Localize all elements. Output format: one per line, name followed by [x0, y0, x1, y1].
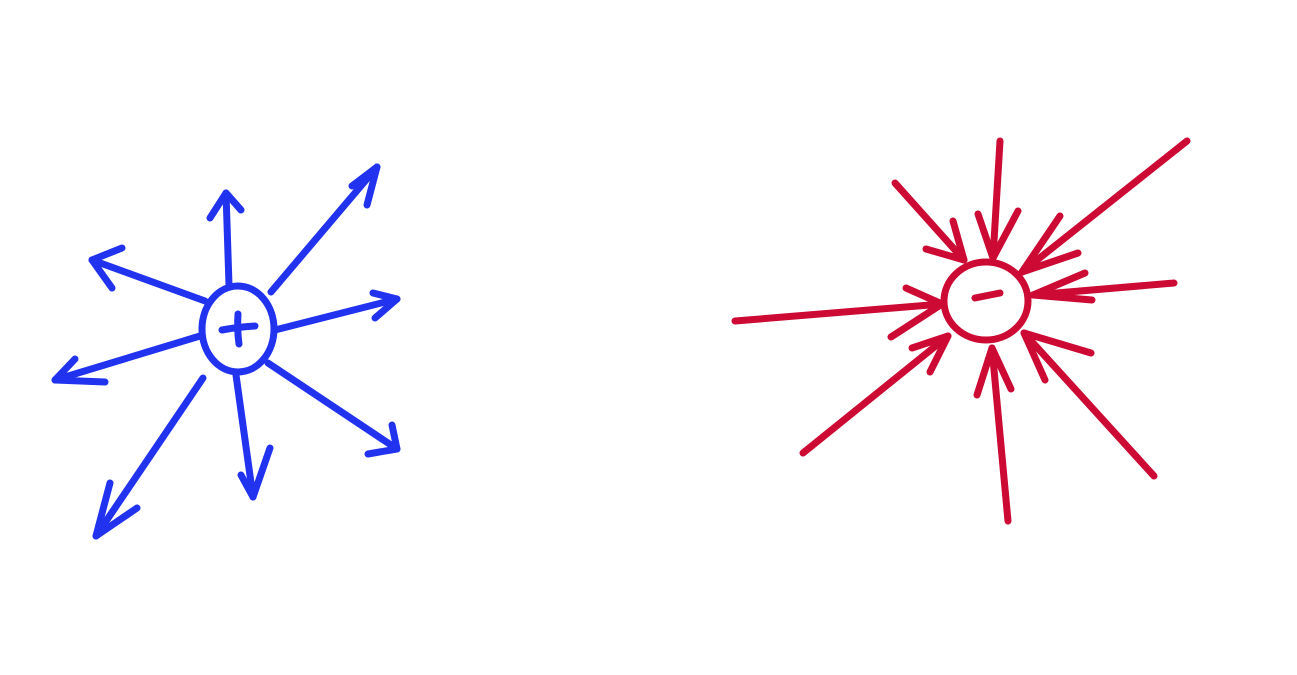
positive-charge-group [51, 163, 401, 540]
negative-charge-circle [940, 258, 1032, 344]
field-line-out-upper-right [267, 163, 381, 296]
field-line-in-down [973, 344, 1015, 525]
field-line-in-up [974, 137, 1022, 262]
field-line-in-lower-right [1020, 329, 1158, 480]
field-line-out-left [51, 332, 204, 386]
field-line-out-up [206, 189, 245, 289]
field-line-out-down [232, 371, 274, 501]
field-line-in-right [1029, 269, 1178, 304]
minus-sign [971, 289, 1004, 302]
field-line-out-upper-left [88, 244, 209, 305]
field-line-in-upper-right [1018, 137, 1191, 276]
field-line-out-lower-right [264, 359, 401, 458]
field-line-out-lower-left [92, 374, 207, 540]
field-line-in-upper-left [891, 179, 968, 264]
negative-charge-group [731, 137, 1191, 525]
field-line-in-left [731, 284, 946, 341]
plus-sign [218, 310, 259, 348]
field-line-in-lower-left [799, 332, 952, 457]
field-line-out-right [271, 289, 401, 334]
